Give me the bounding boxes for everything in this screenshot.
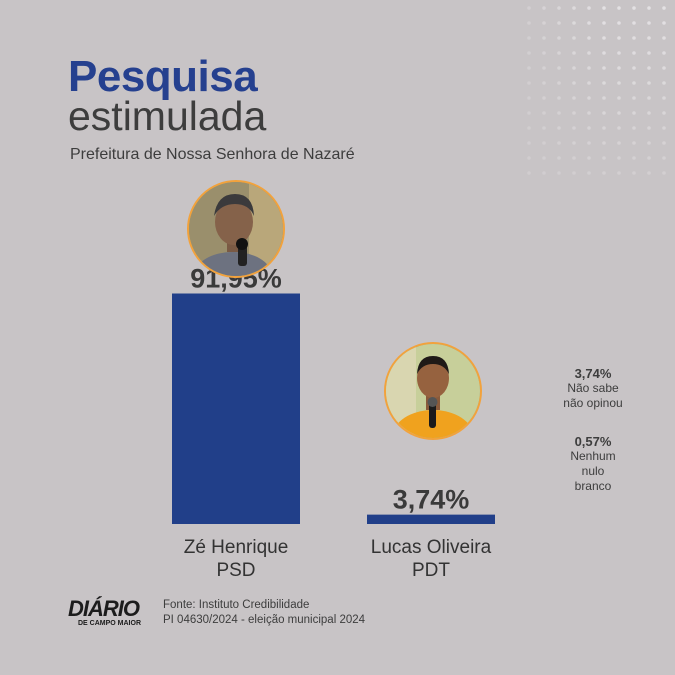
others-nao-sabe-label-1: Não sabe	[567, 381, 619, 395]
others-nulo-label-3: branco	[574, 479, 612, 493]
others-nao-sabe: 3,74% Não sabe não opinou	[548, 366, 638, 411]
category-label-1: Lucas Oliveira	[371, 537, 492, 558]
candidate-photo-ze-henrique	[187, 180, 285, 278]
source-line-2: PI 04630/2024 - eleição municipal 2024	[163, 614, 366, 626]
diario-de-campo-maior-logo: DIÁRIO DE CAMPO MAIOR	[68, 598, 141, 628]
others-nulo-label-1: Nenhum	[570, 449, 616, 463]
others-nenhum-nulo-branco: 0,57% Nenhum nulo branco	[548, 434, 638, 494]
bar-0	[172, 293, 300, 524]
others-nao-sabe-pct: 3,74%	[574, 366, 612, 381]
source-line-1: Fonte: Instituto Credibilidade	[163, 599, 310, 611]
subtitle: Prefeitura de Nossa Senhora de Nazaré	[70, 146, 355, 163]
decorative-dot-grid	[527, 6, 666, 175]
bar-value-label-1: 3,74%	[393, 485, 470, 515]
title-line-1: Pesquisa	[68, 52, 258, 101]
party-label-1: PDT	[412, 560, 450, 581]
candidate-photo-lucas-oliveira	[384, 342, 482, 440]
logo-sub-text: DE CAMPO MAIOR	[78, 620, 141, 627]
source-note: Fonte: Instituto Credibilidade PI 04630/…	[163, 598, 365, 628]
title-line-2: estimulada	[68, 93, 267, 139]
others-nulo-label-2: nulo	[581, 464, 605, 478]
logo-main-text: DIÁRIO	[68, 596, 140, 621]
others-nulo-pct: 0,57%	[574, 434, 612, 449]
others-nao-sabe-label-2: não opinou	[563, 396, 623, 410]
category-label-0: Zé Henrique	[184, 537, 289, 558]
bar-1	[367, 514, 495, 524]
party-label-0: PSD	[216, 560, 255, 581]
